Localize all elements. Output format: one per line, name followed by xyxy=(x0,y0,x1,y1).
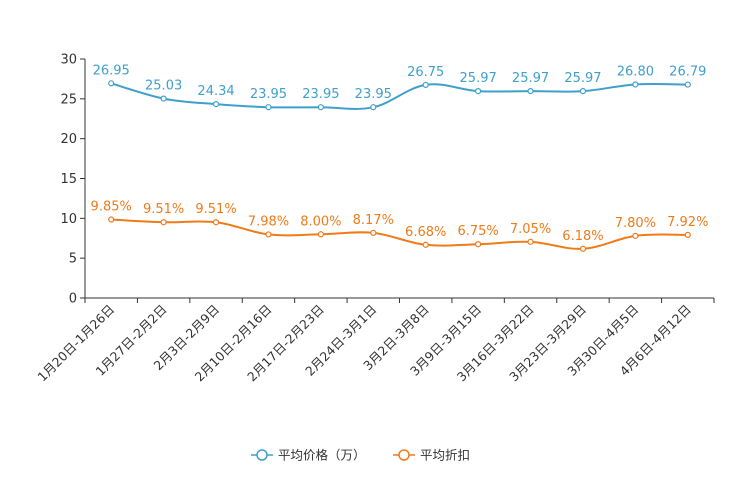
data-point[interactable] xyxy=(422,81,429,88)
y-tick-label: 20 xyxy=(60,132,77,147)
legend-marker-icon xyxy=(256,449,268,461)
data-point[interactable] xyxy=(579,245,587,252)
data-label: 8.00% xyxy=(300,214,341,229)
data-label: 23.95 xyxy=(250,87,287,102)
data-point[interactable] xyxy=(632,81,639,88)
data-point[interactable] xyxy=(422,241,429,248)
y-tick-label: 15 xyxy=(60,172,77,187)
data-label: 7.92% xyxy=(667,215,708,230)
data-label: 25.97 xyxy=(564,71,601,86)
data-label: 7.98% xyxy=(248,214,289,229)
data-label: 25.03 xyxy=(145,79,182,94)
data-label: 7.80% xyxy=(615,216,656,231)
data-label: 25.97 xyxy=(512,71,549,86)
data-point[interactable] xyxy=(370,104,377,111)
data-point[interactable] xyxy=(527,88,534,95)
data-point[interactable] xyxy=(475,88,482,95)
series-line-2 xyxy=(111,218,688,250)
data-label: 6.18% xyxy=(562,229,603,244)
data-label: 26.75 xyxy=(407,65,444,80)
y-tick-label: 25 xyxy=(60,92,77,107)
data-label: 25.97 xyxy=(460,71,497,86)
data-point[interactable] xyxy=(684,81,691,88)
data-label: 26.80 xyxy=(617,64,654,79)
y-tick-label: 30 xyxy=(60,53,77,68)
data-point[interactable] xyxy=(579,88,587,95)
data-label: 6.75% xyxy=(457,224,498,239)
data-point[interactable] xyxy=(108,216,115,223)
series-line-1 xyxy=(110,82,688,110)
data-label: 9.51% xyxy=(143,202,184,217)
data-point[interactable] xyxy=(108,80,115,87)
y-tick-label: 10 xyxy=(60,212,77,227)
data-label: 23.95 xyxy=(302,87,339,102)
legend-label: 平均折扣 xyxy=(420,448,470,463)
data-point[interactable] xyxy=(527,238,534,245)
data-label: 23.95 xyxy=(355,87,392,102)
data-point[interactable] xyxy=(475,241,482,248)
data-point[interactable] xyxy=(265,104,272,111)
data-point[interactable] xyxy=(265,231,272,238)
data-label: 8.17% xyxy=(353,213,394,228)
legend-label: 平均价格（万） xyxy=(278,448,366,463)
data-label: 24.34 xyxy=(197,84,234,99)
legend-item-1[interactable]: 平均价格（万） xyxy=(251,448,366,463)
y-tick-label: 5 xyxy=(69,252,77,267)
data-label: 9.51% xyxy=(195,202,236,217)
data-point[interactable] xyxy=(370,229,377,237)
data-point[interactable] xyxy=(317,231,324,238)
data-point[interactable] xyxy=(212,219,220,226)
data-point[interactable] xyxy=(317,104,324,111)
data-label: 7.05% xyxy=(510,222,551,237)
data-point[interactable] xyxy=(160,95,167,102)
series-lines xyxy=(108,80,691,252)
data-point[interactable] xyxy=(160,219,167,226)
data-labels: 26.95 25.03 24.34 23.95 23.95 23.95 26.75 25.97… xyxy=(91,63,709,243)
data-label: 26.79 xyxy=(669,65,706,80)
data-label: 6.68% xyxy=(405,225,446,240)
y-tick-label: 0 xyxy=(69,292,77,307)
data-label: 9.85% xyxy=(91,200,132,215)
legend-marker-icon xyxy=(398,449,410,461)
data-point[interactable] xyxy=(684,231,691,239)
legend-item-2[interactable]: 平均折扣 xyxy=(393,448,470,463)
data-point[interactable] xyxy=(632,232,639,239)
data-point[interactable] xyxy=(212,100,220,108)
data-label: 26.95 xyxy=(93,63,130,78)
legend[interactable]: 平均价格（万） 平均折扣 xyxy=(251,448,470,463)
